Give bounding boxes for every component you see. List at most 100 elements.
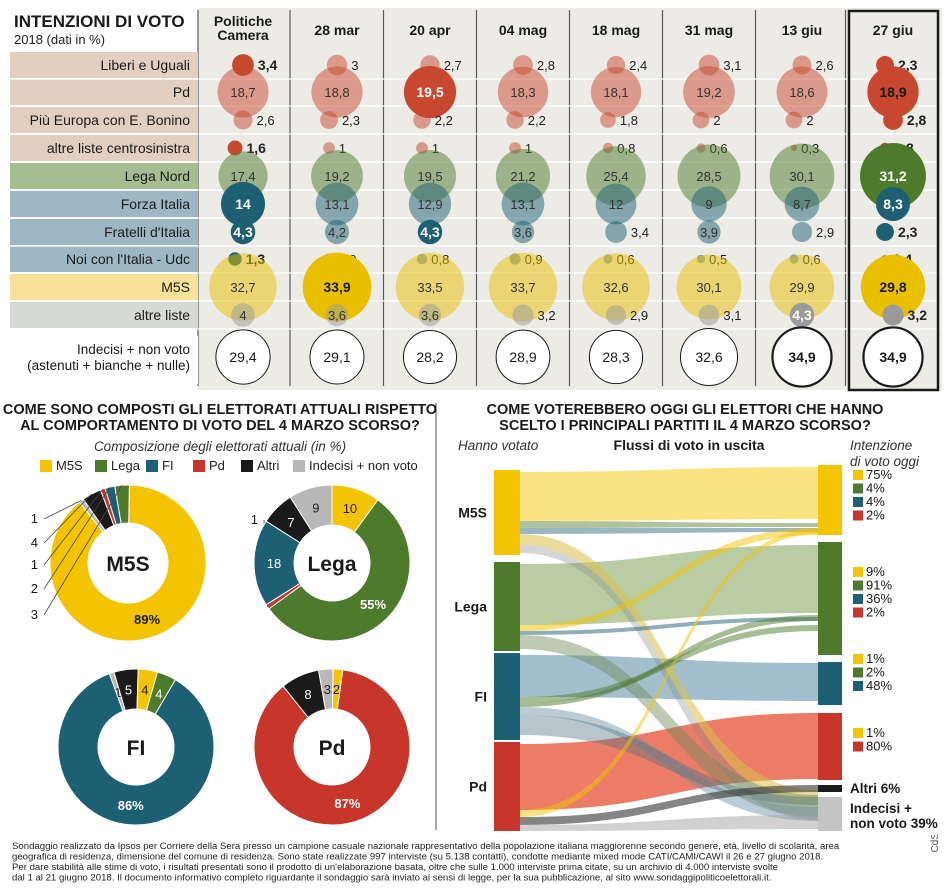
target-share-label: 91% xyxy=(866,578,892,593)
vote-bubble xyxy=(883,110,903,130)
row-label-background xyxy=(10,246,198,272)
slice-label: 4 xyxy=(155,687,162,702)
vote-bubble xyxy=(488,252,558,322)
donut-slice xyxy=(289,484,333,532)
flow-band xyxy=(520,521,818,528)
bubble-value: 3,1 xyxy=(723,308,741,323)
bubble-value: 30,1 xyxy=(696,280,721,295)
bubble-value: 21,2 xyxy=(510,169,535,184)
bubble-value: 12,9 xyxy=(417,197,442,212)
vote-bubble xyxy=(605,221,627,243)
bubble-value: 19,2 xyxy=(324,169,349,184)
flow-band xyxy=(520,617,818,635)
column-header: 20 apr xyxy=(409,22,451,38)
slice-label: 8 xyxy=(304,687,311,702)
bubble-value: 1 xyxy=(432,141,439,156)
target-bar xyxy=(818,785,842,792)
vote-flow-sankey: COME VOTEREBBERO OGGI GLI ELETTORI CHE H… xyxy=(454,402,938,831)
vote-bubble xyxy=(582,253,650,321)
target-swatch xyxy=(853,728,863,738)
row-label-background xyxy=(10,79,198,105)
bubble-value: 33,7 xyxy=(510,280,535,295)
footer-text-line: geografica di residenza, dimensione del … xyxy=(12,852,823,863)
footer-text-line: Sondaggio realizzato da Ipsos per Corrie… xyxy=(12,841,840,852)
column-header: 04 mag xyxy=(499,22,547,38)
bubble-value: 2,6 xyxy=(816,58,834,73)
bubble-value: 17,4 xyxy=(230,169,255,184)
source-label: M5S xyxy=(458,505,487,521)
row-label: Lega Nord xyxy=(125,168,190,184)
target-swatch xyxy=(853,594,863,604)
bubble-value: 28,5 xyxy=(696,169,721,184)
bubble-value: 3,2 xyxy=(538,308,556,323)
bubble-value: 14 xyxy=(235,196,251,212)
target-share-label: 2% xyxy=(866,665,885,680)
bubble-value: 2,9 xyxy=(630,308,648,323)
legend-label: FI xyxy=(162,458,174,473)
slice-label: 55% xyxy=(360,597,386,612)
row-label-background xyxy=(10,274,198,300)
bubble-value: 9 xyxy=(705,197,712,212)
vote-bubble xyxy=(590,66,642,118)
column-header: 13 giu xyxy=(782,22,822,38)
column-header: Politiche xyxy=(214,13,273,29)
vote-bubble xyxy=(227,140,243,156)
bubble-value: 3,4 xyxy=(258,57,278,73)
flow-band xyxy=(520,815,818,831)
donut-center-label: Lega xyxy=(307,553,356,576)
flow-band xyxy=(520,715,818,805)
indecisi-label: Indecisi + xyxy=(850,801,912,816)
flow-band xyxy=(520,615,818,707)
slice-label: 3 xyxy=(324,682,331,697)
slice-label: 10 xyxy=(343,501,357,516)
column-header: 28 mar xyxy=(314,22,360,38)
credit-label: CdS xyxy=(930,835,941,852)
bubble-value: 3,6 xyxy=(514,225,532,240)
column-header: 31 mag xyxy=(685,22,733,38)
flow-band xyxy=(520,707,818,821)
row-label: Fratelli d'Italia xyxy=(104,224,190,240)
donut-slice xyxy=(253,669,411,826)
bubble-value: 2,2 xyxy=(528,113,546,128)
bubble-value: 4,3 xyxy=(420,224,440,240)
vote-bubble xyxy=(512,304,534,326)
undecided-circle xyxy=(215,329,271,385)
slice-label: 1 xyxy=(251,512,258,527)
vote-bubble xyxy=(418,303,442,327)
flow-band xyxy=(520,528,818,631)
bubble-value: 8,3 xyxy=(883,196,903,212)
row-label-background xyxy=(10,219,198,245)
target-bar xyxy=(818,797,842,831)
undecided-label: (astenuti + bianche + nulle) xyxy=(27,358,190,373)
target-share-label: 75% xyxy=(866,467,892,482)
target-swatch xyxy=(853,470,863,480)
target-swatch xyxy=(853,667,863,678)
source-bar xyxy=(494,653,520,740)
altri-label: Altri 6% xyxy=(850,781,900,796)
donut-m5s: 89% 1 4 1 2 3 M5S xyxy=(31,484,207,642)
slice-label: 4 xyxy=(141,683,148,698)
vote-bubble xyxy=(324,219,350,245)
slice-label: 89% xyxy=(134,612,160,627)
donut-fi: 1 5 4 486%FI xyxy=(57,668,215,826)
center-header: Flussi di voto in uscita xyxy=(614,437,765,453)
vote-bubble xyxy=(785,111,803,129)
vote-bubble xyxy=(315,182,359,226)
donut-center-label: M5S xyxy=(106,553,149,576)
legend-swatch xyxy=(293,460,305,472)
vote-bubble xyxy=(501,182,545,226)
bubble-value: 18,8 xyxy=(324,85,349,100)
legend-swatch xyxy=(146,460,158,472)
legend-label: M5S xyxy=(56,458,83,473)
row-label: altre liste xyxy=(134,307,190,323)
vote-bubble xyxy=(876,223,894,241)
legend-label: Lega xyxy=(111,458,141,473)
target-share-label: 80% xyxy=(866,739,892,754)
row-label: Noi con l'Italia - Udc xyxy=(66,251,190,267)
right-column-header: di voto oggi xyxy=(850,454,920,469)
target-swatch xyxy=(853,654,863,664)
right-column-header: Intenzione xyxy=(850,438,912,453)
undecided-circle xyxy=(588,329,644,385)
bubble-value: 33,9 xyxy=(323,279,350,295)
